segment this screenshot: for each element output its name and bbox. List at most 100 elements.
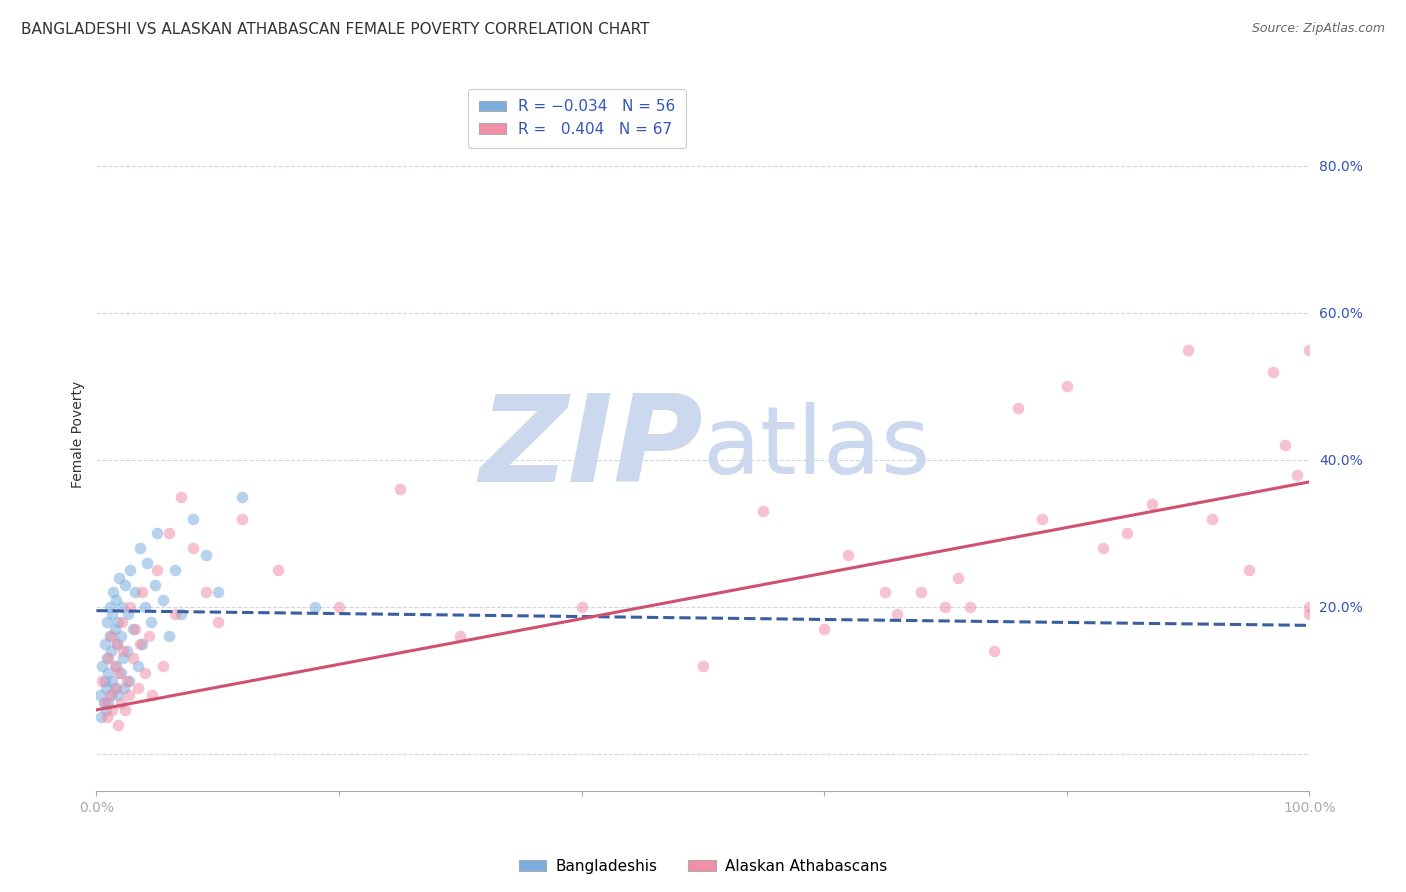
Point (96, 710, 118, 724)
Point (118, 688, 141, 702)
Point (157, 526, 180, 541)
Point (1140, 497, 1163, 511)
Point (692, 658, 714, 673)
Point (1237, 563, 1260, 577)
Point (571, 599, 593, 614)
Point (138, 629, 160, 643)
Point (96, 615, 118, 629)
Point (108, 570, 131, 584)
Point (449, 629, 471, 643)
Point (120, 563, 142, 577)
Point (94, 696, 117, 710)
Point (1298, 343, 1320, 357)
Point (121, 622, 143, 636)
Point (1007, 401, 1029, 416)
Point (170, 607, 193, 622)
Text: ZIP: ZIP (479, 390, 703, 507)
Point (94, 673, 117, 688)
Point (114, 703, 136, 717)
Point (837, 549, 859, 563)
Point (107, 615, 129, 629)
Text: BANGLADESHI VS ALASKAN ATHABASCAN FEMALE POVERTY CORRELATION CHART: BANGLADESHI VS ALASKAN ATHABASCAN FEMALE… (21, 22, 650, 37)
Point (1274, 438, 1296, 452)
Point (813, 622, 835, 636)
Point (183, 512, 205, 526)
Point (100, 644, 122, 658)
Point (115, 644, 138, 658)
Point (97, 666, 120, 681)
Point (267, 563, 290, 577)
Point (886, 607, 908, 622)
Point (1092, 541, 1115, 556)
Point (104, 658, 127, 673)
Point (194, 585, 217, 599)
Point (98, 688, 121, 702)
Point (112, 651, 135, 665)
Point (873, 585, 896, 599)
Point (934, 599, 956, 614)
Point (1286, 467, 1309, 482)
Point (143, 578, 166, 592)
Point (152, 592, 174, 607)
Point (165, 563, 187, 577)
Point (97, 696, 120, 710)
Point (101, 703, 124, 717)
Point (1201, 512, 1223, 526)
Point (157, 629, 180, 643)
Y-axis label: Female Poverty: Female Poverty (72, 381, 86, 488)
Point (127, 681, 149, 695)
Point (388, 483, 411, 497)
Point (107, 717, 129, 731)
Point (121, 651, 143, 665)
Point (959, 599, 981, 614)
Point (141, 688, 163, 702)
Point (103, 658, 125, 673)
Point (1298, 599, 1320, 614)
Point (129, 541, 152, 556)
Point (93, 696, 115, 710)
Point (1261, 365, 1284, 379)
Point (112, 681, 135, 695)
Point (103, 681, 125, 695)
Point (127, 658, 149, 673)
Point (124, 622, 146, 636)
Point (103, 622, 125, 636)
Point (1056, 379, 1078, 393)
Point (134, 666, 156, 681)
Point (1177, 343, 1199, 357)
Point (120, 599, 142, 614)
Point (328, 599, 350, 614)
Point (946, 570, 969, 584)
Point (165, 607, 187, 622)
Point (110, 666, 132, 681)
Point (111, 615, 134, 629)
Point (90, 710, 112, 724)
Point (146, 526, 169, 541)
Point (194, 549, 217, 563)
Point (131, 585, 153, 599)
Point (207, 615, 229, 629)
Point (111, 599, 134, 614)
Point (108, 666, 131, 681)
Text: atlas: atlas (703, 402, 931, 494)
Point (152, 658, 174, 673)
Point (115, 673, 138, 688)
Point (105, 637, 128, 651)
Point (94, 681, 117, 695)
Point (231, 490, 253, 504)
Point (101, 673, 124, 688)
Point (910, 585, 932, 599)
Point (98, 629, 121, 643)
Point (104, 681, 127, 695)
Point (129, 637, 152, 651)
Point (1116, 526, 1139, 541)
Point (139, 615, 162, 629)
Point (136, 556, 159, 570)
Point (97, 651, 120, 665)
Point (110, 629, 132, 643)
Point (183, 541, 205, 556)
Point (118, 673, 141, 688)
Point (752, 504, 775, 518)
Point (94, 703, 117, 717)
Point (231, 512, 253, 526)
